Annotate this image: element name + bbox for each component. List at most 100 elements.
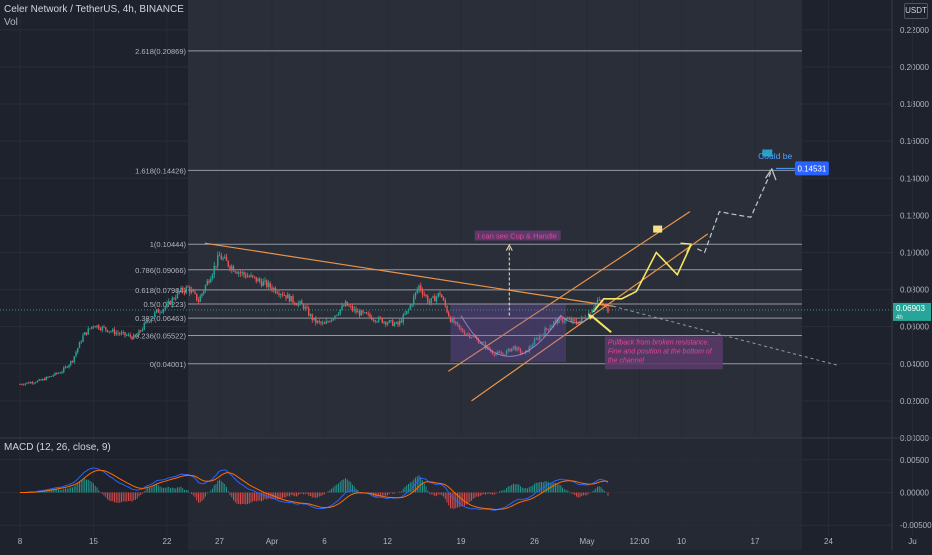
candle-body bbox=[500, 352, 502, 355]
candle-body bbox=[393, 323, 396, 326]
candle-body bbox=[241, 272, 243, 274]
candle-body bbox=[554, 319, 557, 322]
candle-body bbox=[50, 376, 53, 377]
candle-body bbox=[105, 327, 107, 330]
candle-body bbox=[40, 379, 42, 381]
candle-body bbox=[581, 317, 583, 321]
candle-body bbox=[507, 348, 509, 351]
candle-body bbox=[232, 266, 235, 272]
cup-zone bbox=[450, 304, 566, 362]
candle-body bbox=[292, 296, 294, 303]
candle-body bbox=[141, 329, 144, 331]
fib-level-label: 2.618(0.20869) bbox=[135, 47, 186, 56]
candle-body bbox=[528, 346, 530, 352]
candle-body bbox=[481, 342, 483, 344]
macd-signal-line bbox=[19, 469, 609, 511]
candle-body bbox=[511, 348, 513, 352]
candle-body bbox=[94, 326, 96, 328]
volume-label[interactable]: Vol bbox=[4, 17, 18, 28]
candle-body bbox=[280, 294, 282, 296]
candle-body bbox=[234, 271, 236, 273]
candle-body bbox=[582, 317, 585, 319]
descending-resistance-line[interactable] bbox=[204, 242, 614, 307]
candle-body bbox=[49, 376, 51, 378]
macd-y-tick-label: 0.00000 bbox=[900, 489, 929, 498]
candle-body bbox=[204, 285, 207, 291]
candle-body bbox=[437, 292, 439, 297]
candle-body bbox=[183, 291, 186, 293]
candle-body bbox=[591, 310, 593, 314]
candle-body bbox=[106, 329, 109, 333]
candle-body bbox=[56, 372, 58, 374]
symbol-title[interactable]: Celer Network / TetherUS, 4h, BINANCE bbox=[4, 4, 184, 15]
candle-body bbox=[162, 309, 165, 313]
candle-body bbox=[110, 331, 112, 333]
candle-body bbox=[173, 298, 175, 300]
candle-body bbox=[182, 288, 184, 292]
candle-body bbox=[262, 281, 264, 286]
candle-body bbox=[416, 289, 418, 293]
candle-body bbox=[315, 318, 317, 323]
currency-badge[interactable]: USDT bbox=[904, 3, 928, 19]
candle-body bbox=[259, 278, 261, 282]
macd-indicator-label[interactable]: MACD (12, 26, close, 9) bbox=[4, 442, 111, 453]
candle-body bbox=[451, 318, 453, 323]
candle-body bbox=[236, 272, 238, 274]
x-tick-label: 10 bbox=[677, 537, 686, 546]
candle-body bbox=[229, 266, 231, 270]
candle-body bbox=[31, 382, 33, 384]
cup-arc bbox=[460, 315, 562, 357]
y-tick-label: 0.02000 bbox=[900, 397, 929, 406]
candle-body bbox=[283, 295, 285, 296]
candle-body bbox=[395, 321, 397, 324]
candle-body bbox=[400, 320, 403, 323]
channel-upper-line[interactable] bbox=[448, 211, 691, 372]
candle-body bbox=[169, 301, 172, 305]
y-tick-label: 0.18000 bbox=[900, 100, 929, 109]
candle-body bbox=[453, 318, 455, 324]
candle-body bbox=[26, 382, 28, 384]
candle-body bbox=[369, 314, 371, 317]
candle-body bbox=[52, 375, 54, 377]
candle-body bbox=[28, 382, 30, 384]
y-tick-label: 0.04000 bbox=[900, 360, 929, 369]
candle-body bbox=[504, 354, 506, 356]
x-tick-label: 27 bbox=[215, 537, 224, 546]
candle-body bbox=[154, 312, 156, 317]
candle-body bbox=[206, 280, 208, 286]
candle-body bbox=[302, 304, 305, 309]
candle-body bbox=[304, 307, 306, 309]
candle-body bbox=[560, 317, 562, 319]
candle-body bbox=[404, 313, 406, 315]
candle-body bbox=[539, 335, 541, 340]
candle-body bbox=[175, 297, 177, 300]
candle-body bbox=[350, 305, 352, 307]
candle-body bbox=[274, 287, 277, 293]
candle-body bbox=[45, 377, 47, 381]
candle-body bbox=[603, 305, 606, 307]
could-be-label: Could be bbox=[758, 151, 792, 161]
candle-body bbox=[332, 318, 334, 320]
current-price-badge[interactable] bbox=[893, 302, 931, 321]
candle-body bbox=[463, 332, 466, 335]
candle-body bbox=[276, 292, 278, 294]
candle-body bbox=[484, 343, 487, 349]
fib-level-label: 0.5(0.07223) bbox=[143, 300, 186, 309]
candle-body bbox=[61, 371, 63, 373]
candle-body bbox=[35, 382, 37, 384]
candle-body bbox=[544, 328, 546, 335]
candle-body bbox=[57, 372, 60, 374]
target-price-badge[interactable] bbox=[794, 161, 829, 176]
candle-body bbox=[568, 318, 571, 320]
candle-body bbox=[423, 294, 425, 296]
candle-body bbox=[509, 348, 511, 352]
cup-handle-note-text: I can see Cup & Handle bbox=[478, 232, 557, 241]
candle-body bbox=[161, 312, 163, 313]
extended-projection-arrowhead bbox=[765, 167, 777, 181]
candle-body bbox=[215, 265, 217, 267]
candle-body bbox=[131, 336, 133, 340]
pullback-note-text: Pullback from broken resistance. Fine and… bbox=[608, 339, 713, 364]
candle-body bbox=[470, 337, 473, 339]
